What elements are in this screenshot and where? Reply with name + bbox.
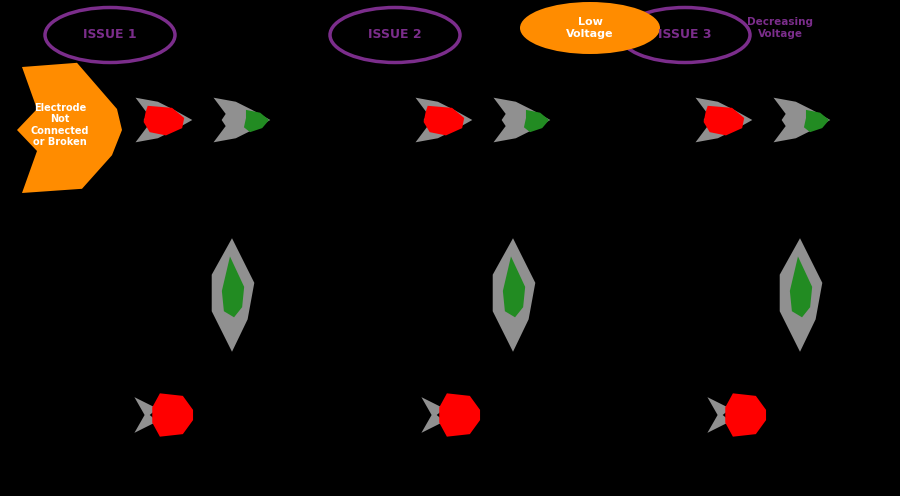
- Polygon shape: [416, 98, 472, 142]
- Text: ISSUE 3: ISSUE 3: [658, 28, 712, 42]
- Polygon shape: [779, 238, 823, 352]
- Ellipse shape: [45, 7, 175, 62]
- Polygon shape: [424, 106, 464, 135]
- Polygon shape: [439, 393, 480, 436]
- Polygon shape: [244, 110, 269, 132]
- Polygon shape: [696, 98, 752, 142]
- Ellipse shape: [520, 2, 660, 54]
- Polygon shape: [421, 397, 445, 433]
- Polygon shape: [773, 98, 831, 142]
- Polygon shape: [725, 393, 766, 436]
- Polygon shape: [503, 256, 526, 317]
- Polygon shape: [704, 106, 744, 135]
- Polygon shape: [790, 256, 812, 317]
- Text: Electrode
Not
Connected
or Broken: Electrode Not Connected or Broken: [31, 103, 89, 147]
- Text: Decreasing
Voltage: Decreasing Voltage: [747, 17, 813, 39]
- Polygon shape: [17, 63, 122, 193]
- Text: Low
Voltage: Low Voltage: [566, 17, 614, 39]
- Polygon shape: [524, 110, 549, 132]
- Polygon shape: [212, 238, 255, 352]
- Text: ISSUE 2: ISSUE 2: [368, 28, 422, 42]
- Polygon shape: [152, 393, 194, 436]
- Polygon shape: [136, 98, 193, 142]
- Polygon shape: [222, 256, 244, 317]
- Polygon shape: [213, 98, 270, 142]
- Ellipse shape: [620, 7, 750, 62]
- Text: ISSUE 1: ISSUE 1: [83, 28, 137, 42]
- Ellipse shape: [330, 7, 460, 62]
- Polygon shape: [493, 98, 550, 142]
- Polygon shape: [804, 110, 829, 132]
- Polygon shape: [492, 238, 536, 352]
- Polygon shape: [134, 397, 158, 433]
- Polygon shape: [707, 397, 731, 433]
- Polygon shape: [144, 106, 184, 135]
